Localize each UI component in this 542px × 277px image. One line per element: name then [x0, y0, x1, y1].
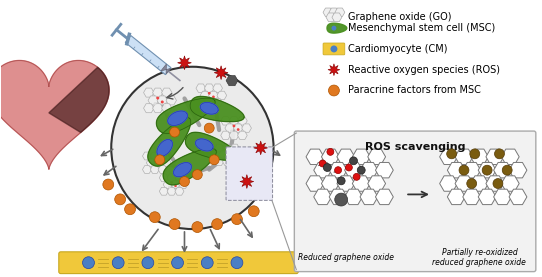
Circle shape	[168, 186, 171, 189]
Circle shape	[470, 149, 480, 159]
Text: Graphene oxide (GO): Graphene oxide (GO)	[348, 12, 451, 22]
Circle shape	[156, 97, 159, 99]
Circle shape	[324, 163, 331, 171]
Circle shape	[482, 165, 492, 175]
Polygon shape	[0, 60, 109, 169]
Circle shape	[205, 97, 208, 100]
Circle shape	[212, 219, 223, 230]
Circle shape	[357, 166, 365, 174]
FancyBboxPatch shape	[59, 252, 298, 274]
Polygon shape	[226, 75, 238, 86]
Text: Cardiomyocyte (CM): Cardiomyocyte (CM)	[348, 44, 447, 54]
Polygon shape	[190, 96, 244, 122]
Circle shape	[502, 165, 512, 175]
Circle shape	[467, 179, 476, 188]
Circle shape	[209, 155, 219, 165]
Circle shape	[233, 125, 235, 127]
Circle shape	[230, 155, 232, 157]
Polygon shape	[328, 64, 340, 76]
Circle shape	[192, 222, 203, 232]
Polygon shape	[196, 139, 213, 151]
Circle shape	[179, 177, 190, 186]
Circle shape	[111, 67, 274, 229]
Circle shape	[493, 179, 503, 188]
Text: Paracrine factors from MSC: Paracrine factors from MSC	[348, 86, 481, 96]
Circle shape	[115, 194, 126, 205]
Polygon shape	[163, 148, 216, 185]
Circle shape	[161, 101, 164, 103]
Circle shape	[494, 149, 505, 159]
Circle shape	[208, 92, 211, 95]
Circle shape	[153, 160, 156, 162]
Circle shape	[157, 163, 160, 165]
FancyBboxPatch shape	[294, 131, 536, 272]
Circle shape	[226, 152, 228, 154]
Circle shape	[212, 96, 215, 98]
Circle shape	[328, 85, 339, 96]
Circle shape	[155, 155, 165, 165]
Circle shape	[174, 184, 177, 187]
FancyBboxPatch shape	[323, 43, 345, 55]
Circle shape	[350, 157, 358, 165]
Circle shape	[142, 257, 154, 269]
Polygon shape	[161, 64, 170, 74]
Circle shape	[459, 165, 469, 175]
Circle shape	[237, 128, 240, 131]
Circle shape	[447, 149, 456, 159]
Circle shape	[150, 212, 160, 223]
Circle shape	[230, 130, 233, 132]
Circle shape	[319, 160, 326, 167]
Polygon shape	[157, 140, 172, 156]
Circle shape	[345, 164, 352, 171]
Circle shape	[248, 206, 259, 217]
Circle shape	[223, 156, 226, 159]
Text: Reduced graphene oxide: Reduced graphene oxide	[298, 253, 394, 262]
Polygon shape	[49, 67, 109, 132]
Circle shape	[151, 164, 154, 167]
Circle shape	[112, 257, 124, 269]
Circle shape	[337, 177, 345, 185]
Text: Mesenchymal stem cell (MSC): Mesenchymal stem cell (MSC)	[348, 23, 495, 33]
Text: Partially re-oxidized
reduced graphene oxide: Partially re-oxidized reduced graphene o…	[433, 248, 526, 268]
Polygon shape	[241, 153, 253, 163]
Circle shape	[172, 257, 184, 269]
Polygon shape	[327, 23, 347, 33]
Polygon shape	[178, 56, 191, 70]
Circle shape	[332, 26, 337, 31]
Polygon shape	[148, 118, 191, 166]
Polygon shape	[0, 60, 109, 169]
Circle shape	[170, 181, 173, 184]
Circle shape	[169, 219, 180, 230]
Circle shape	[153, 102, 157, 105]
Circle shape	[192, 170, 202, 179]
Polygon shape	[167, 111, 188, 125]
Circle shape	[103, 179, 114, 190]
Circle shape	[125, 204, 136, 215]
Circle shape	[327, 148, 334, 155]
Polygon shape	[240, 175, 254, 188]
Text: ROS scavenging: ROS scavenging	[365, 142, 466, 152]
Polygon shape	[214, 66, 228, 79]
Polygon shape	[254, 141, 268, 155]
Polygon shape	[157, 98, 215, 134]
Circle shape	[334, 167, 341, 174]
Circle shape	[204, 123, 214, 133]
Text: Reactive oxygen species (ROS): Reactive oxygen species (ROS)	[348, 65, 500, 75]
Circle shape	[231, 257, 243, 269]
Circle shape	[335, 193, 347, 206]
Polygon shape	[185, 132, 238, 160]
Polygon shape	[173, 163, 191, 177]
Circle shape	[231, 214, 242, 225]
Circle shape	[201, 257, 213, 269]
Polygon shape	[125, 35, 171, 75]
FancyBboxPatch shape	[226, 147, 273, 200]
Circle shape	[170, 127, 179, 137]
Polygon shape	[201, 102, 218, 114]
Circle shape	[353, 173, 360, 180]
Circle shape	[331, 45, 337, 52]
Circle shape	[82, 257, 94, 269]
